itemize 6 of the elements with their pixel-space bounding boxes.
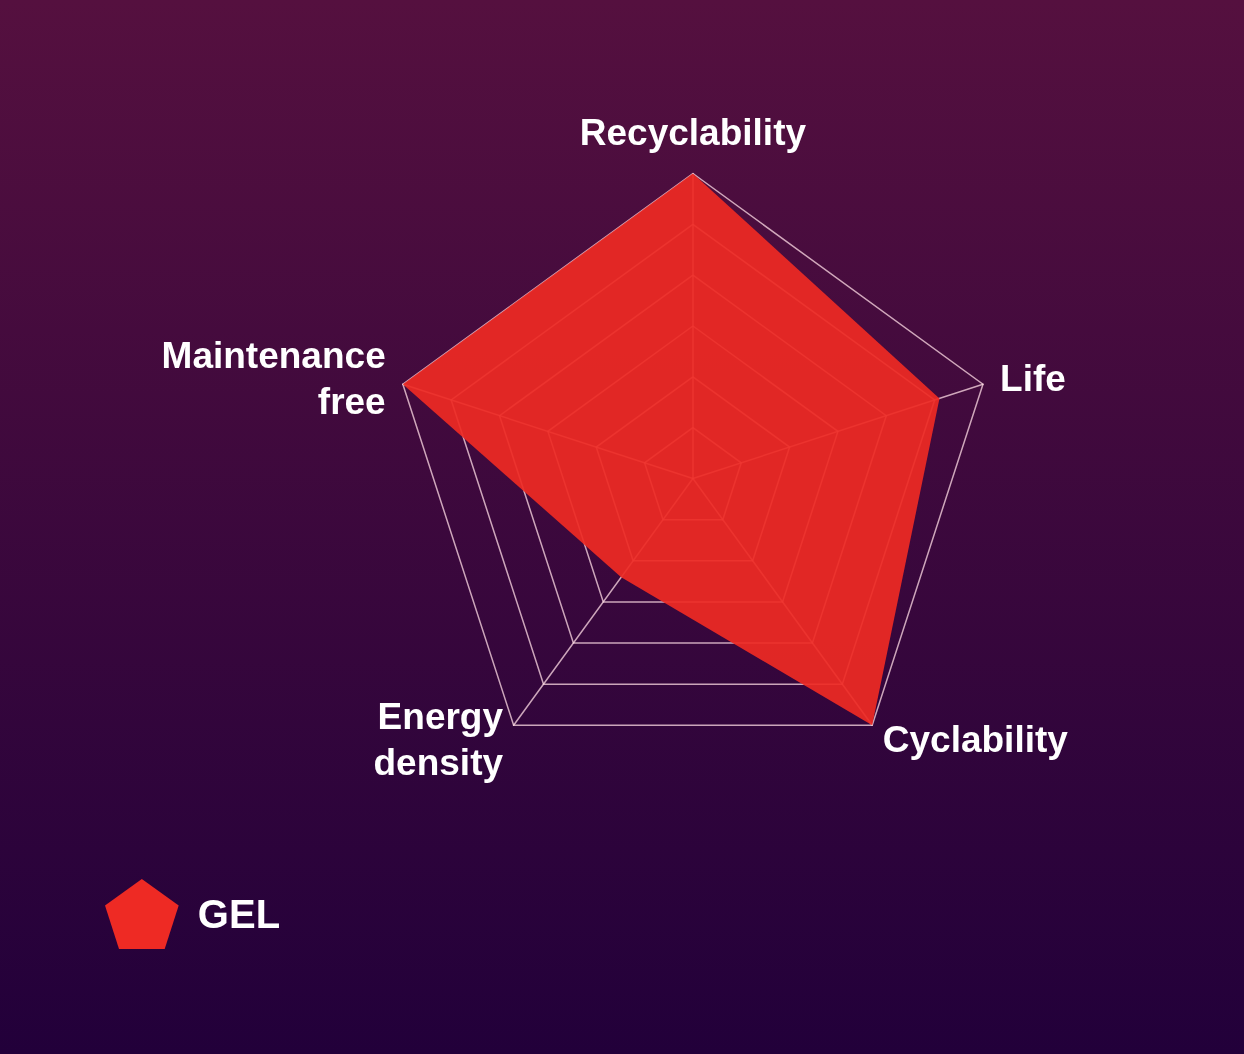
- spoke-label: Recyclability: [579, 112, 807, 154]
- spoke-label: Cyclability: [882, 719, 1069, 761]
- spoke-label: Energy density: [373, 696, 504, 784]
- spoke-label: Life: [1000, 358, 1066, 400]
- legend-label: GEL: [197, 892, 281, 936]
- spoke-label: Maintenance free: [161, 335, 386, 423]
